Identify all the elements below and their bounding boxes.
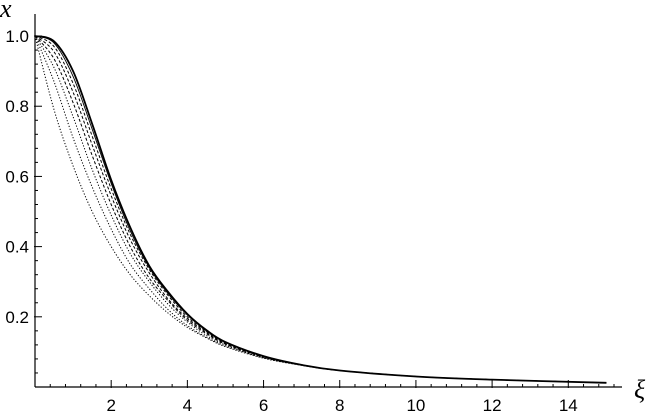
series-line-3 <box>34 35 607 384</box>
axes: 2 4 6 8 10 12 14 0.2 0.4 0.6 0.8 1.0 <box>5 14 622 415</box>
y-tick-label: 0.8 <box>5 97 29 116</box>
x-axis-title: ξ <box>634 375 646 404</box>
x-tick-label: 4 <box>183 396 192 415</box>
series-line-1 <box>34 35 607 384</box>
y-tick-label: 0.4 <box>5 238 29 257</box>
x-tick-label: 12 <box>483 396 502 415</box>
y-axis-title: x <box>0 0 12 23</box>
series-line-7 <box>34 35 607 384</box>
series-line-2 <box>34 35 607 384</box>
x-tick-label: 8 <box>335 396 344 415</box>
series-line-6 <box>34 35 607 384</box>
y-tick-label: 0.2 <box>5 308 29 327</box>
plot-area <box>34 35 607 384</box>
series-line-8 <box>34 35 607 384</box>
x-tick-label: 6 <box>259 396 268 415</box>
x-tick-label: 14 <box>559 396 578 415</box>
series-line-4 <box>34 35 607 384</box>
y-tick-label: 1.0 <box>5 27 29 46</box>
x-tick-label: 2 <box>106 396 115 415</box>
series-line-5 <box>34 35 607 384</box>
y-tick-label: 0.6 <box>5 167 29 186</box>
x-tick-label: 10 <box>406 396 425 415</box>
